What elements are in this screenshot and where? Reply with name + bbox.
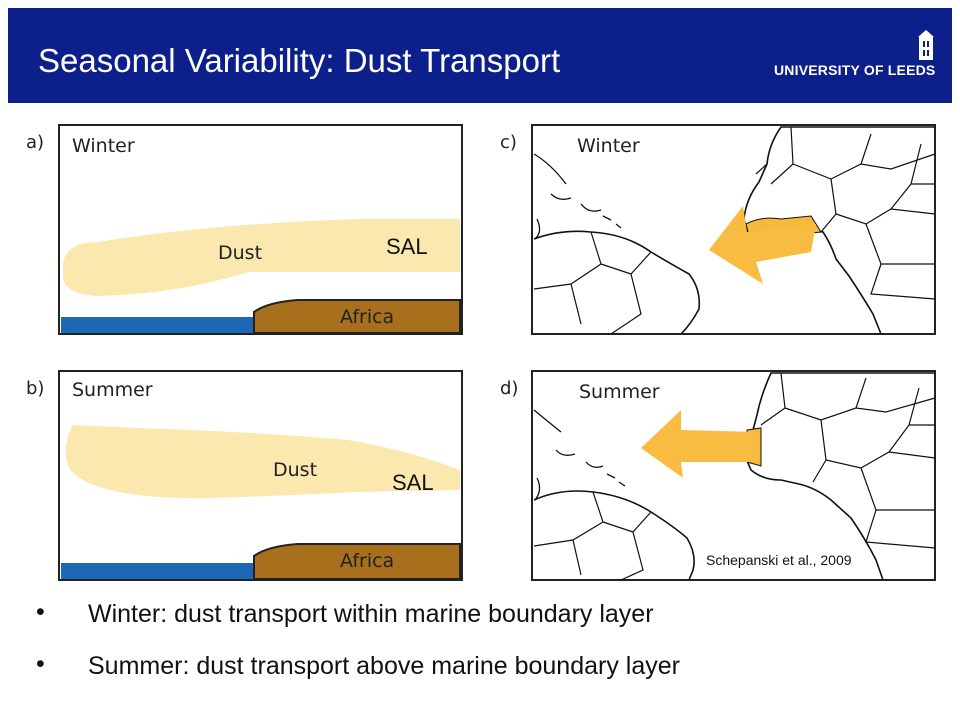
dust-layer [65, 425, 461, 499]
south-america-borders [533, 231, 652, 335]
university-logo: UNIVERSITY OF LEEDS [774, 30, 944, 90]
season-label: Winter [72, 135, 135, 157]
africa-borders [760, 372, 936, 549]
title-bar: Seasonal Variability: Dust Transport UNI… [8, 8, 952, 103]
ocean-strip [61, 317, 257, 333]
season-label: Summer [72, 379, 153, 401]
panel-a-letter: a) [26, 132, 45, 153]
panel-c-map: Winter [531, 124, 936, 335]
africa-label: Africa [340, 306, 394, 328]
citation: Schepanski et al., 2009 [706, 552, 852, 568]
tower-icon [918, 30, 934, 60]
bullet-list: • Winter: dust transport within marine b… [36, 596, 936, 700]
panel-d-letter: d) [500, 378, 519, 399]
bullet-dot-icon: • [36, 650, 45, 678]
bullet-text: Winter: dust transport within marine bou… [88, 600, 654, 628]
bullet-dot-icon: • [36, 598, 45, 626]
south-america-coastline [533, 230, 701, 335]
caribbean-islands [533, 409, 626, 501]
sal-label-b: SAL [392, 470, 434, 495]
bullet-text: Summer: dust transport above marine boun… [88, 652, 680, 680]
season-label: Winter [577, 135, 640, 157]
bullet-item: • Winter: dust transport within marine b… [36, 596, 936, 648]
panel-c-letter: c) [500, 132, 517, 153]
slide-title: Seasonal Variability: Dust Transport [38, 42, 561, 79]
africa-land [253, 543, 461, 580]
panel-a-diagram: Winter Dust Africa [58, 124, 463, 335]
logo-text: UNIVERSITY OF LEEDS [774, 62, 936, 78]
africa-borders [755, 126, 936, 300]
dust-label: Dust [273, 459, 317, 481]
dust-layer [63, 219, 460, 296]
africa-land [253, 299, 461, 334]
sal-label-a: SAL [386, 234, 428, 259]
africa-coastline [743, 372, 935, 581]
bullet-item: • Summer: dust transport above marine bo… [36, 648, 936, 700]
south-america-coastline [533, 490, 695, 581]
panel-b-letter: b) [26, 378, 45, 399]
dust-label: Dust [218, 242, 262, 264]
africa-label: Africa [340, 550, 394, 572]
season-label: Summer [579, 381, 660, 403]
caribbean-islands [533, 153, 622, 240]
panel-b-diagram: Summer Dust Africa [58, 370, 463, 581]
panel-d-map: Summer [531, 370, 936, 581]
south-america-borders [533, 491, 652, 581]
ocean-strip [61, 563, 257, 579]
dust-transport-arrow [709, 206, 816, 284]
dust-transport-arrow [641, 410, 759, 478]
